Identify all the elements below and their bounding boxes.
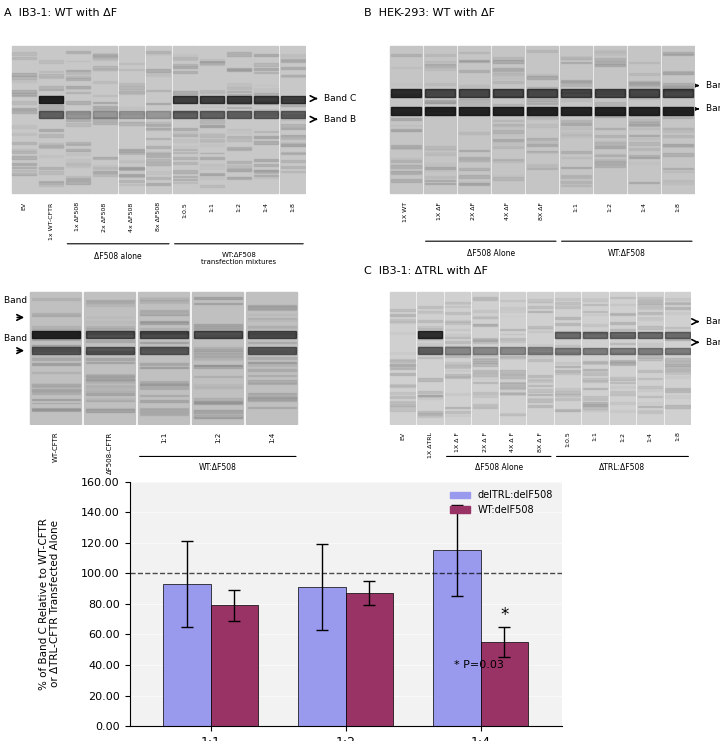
Text: Band C: Band C — [4, 296, 36, 305]
Text: 1:8: 1:8 — [675, 431, 680, 442]
Bar — [163, 584, 210, 726]
Text: 1:0.5: 1:0.5 — [183, 202, 188, 218]
Text: WT-CFTR: WT-CFTR — [53, 431, 59, 462]
Text: ΔF508 Alone: ΔF508 Alone — [474, 462, 523, 472]
Text: Band B: Band B — [706, 338, 720, 347]
Text: C  IB3-1: ΔTRL with ΔF: C IB3-1: ΔTRL with ΔF — [364, 265, 487, 276]
Text: 1:4: 1:4 — [269, 431, 275, 443]
Text: Band C: Band C — [324, 94, 356, 103]
Text: 1:4: 1:4 — [647, 431, 652, 442]
Text: 1:2: 1:2 — [236, 202, 241, 212]
Text: 8X ΔF: 8X ΔF — [539, 202, 544, 220]
Bar — [210, 605, 258, 726]
Text: 1X Δ F: 1X Δ F — [455, 431, 460, 451]
Text: A  IB3-1: WT with ΔF: A IB3-1: WT with ΔF — [4, 8, 117, 18]
Text: ΔF508 Alone: ΔF508 Alone — [467, 249, 515, 258]
Text: 1:8: 1:8 — [290, 202, 295, 212]
Text: ΔF508-CFTR: ΔF508-CFTR — [107, 431, 113, 473]
Text: Band B: Band B — [4, 333, 36, 342]
Text: 1X WT: 1X WT — [403, 202, 408, 222]
Text: 1X ΔTRL: 1X ΔTRL — [428, 431, 433, 457]
Text: 4X Δ F: 4X Δ F — [510, 431, 515, 452]
Text: Band C: Band C — [706, 81, 720, 90]
Text: 2X ΔF: 2X ΔF — [472, 202, 477, 220]
Text: WT:ΔF508
transfection mixtures: WT:ΔF508 transfection mixtures — [202, 251, 276, 265]
Text: Band B: Band B — [706, 104, 720, 113]
Text: EV: EV — [22, 202, 27, 210]
Text: Band B: Band B — [324, 115, 356, 124]
Text: 2x ΔF508: 2x ΔF508 — [102, 202, 107, 231]
Text: *: * — [500, 606, 509, 624]
Text: B  HEK-293: WT with ΔF: B HEK-293: WT with ΔF — [364, 8, 495, 18]
Text: WT:ΔF508: WT:ΔF508 — [199, 462, 237, 472]
Bar — [433, 551, 481, 726]
Text: 1:4: 1:4 — [264, 202, 269, 212]
Text: ΔTRL:ΔF508: ΔTRL:ΔF508 — [600, 462, 646, 472]
Text: 1X ΔF: 1X ΔF — [437, 202, 442, 220]
Text: 8X Δ F: 8X Δ F — [538, 431, 542, 451]
Text: 1:1: 1:1 — [593, 431, 598, 442]
Text: 1:2: 1:2 — [620, 431, 625, 442]
Text: 1:2: 1:2 — [215, 431, 221, 443]
Text: 1x WT-CFTR: 1x WT-CFTR — [48, 202, 53, 239]
Text: 1:8: 1:8 — [675, 202, 680, 212]
Text: * P=0.03: * P=0.03 — [454, 660, 503, 670]
Text: 1:1: 1:1 — [161, 431, 167, 443]
Text: 4X ΔF: 4X ΔF — [505, 202, 510, 220]
Text: 8x ΔF508: 8x ΔF508 — [156, 202, 161, 231]
Bar — [480, 642, 528, 726]
Bar — [346, 594, 393, 726]
Text: 2X Δ F: 2X Δ F — [482, 431, 487, 452]
Text: 4x ΔF508: 4x ΔF508 — [129, 202, 134, 231]
Text: ΔF508 alone: ΔF508 alone — [94, 251, 142, 261]
Text: 1:4: 1:4 — [642, 202, 647, 212]
Text: 1:1: 1:1 — [573, 202, 578, 212]
Text: WT:ΔF508: WT:ΔF508 — [608, 249, 646, 258]
Legend: delTRL:delF508, WT:delF508: delTRL:delF508, WT:delF508 — [446, 487, 557, 519]
Text: 1x ΔF508: 1x ΔF508 — [76, 202, 81, 231]
Text: 1:1: 1:1 — [210, 202, 215, 212]
Text: 1:2: 1:2 — [607, 202, 612, 212]
Text: Band C: Band C — [706, 317, 720, 326]
Text: EV: EV — [400, 431, 405, 439]
Y-axis label: % of Band C Relative to WT-CFTR
or ΔTRL-CFTR Transfected Alone: % of Band C Relative to WT-CFTR or ΔTRL-… — [39, 518, 60, 690]
Text: 1:0.5: 1:0.5 — [565, 431, 570, 448]
Bar — [298, 587, 346, 726]
